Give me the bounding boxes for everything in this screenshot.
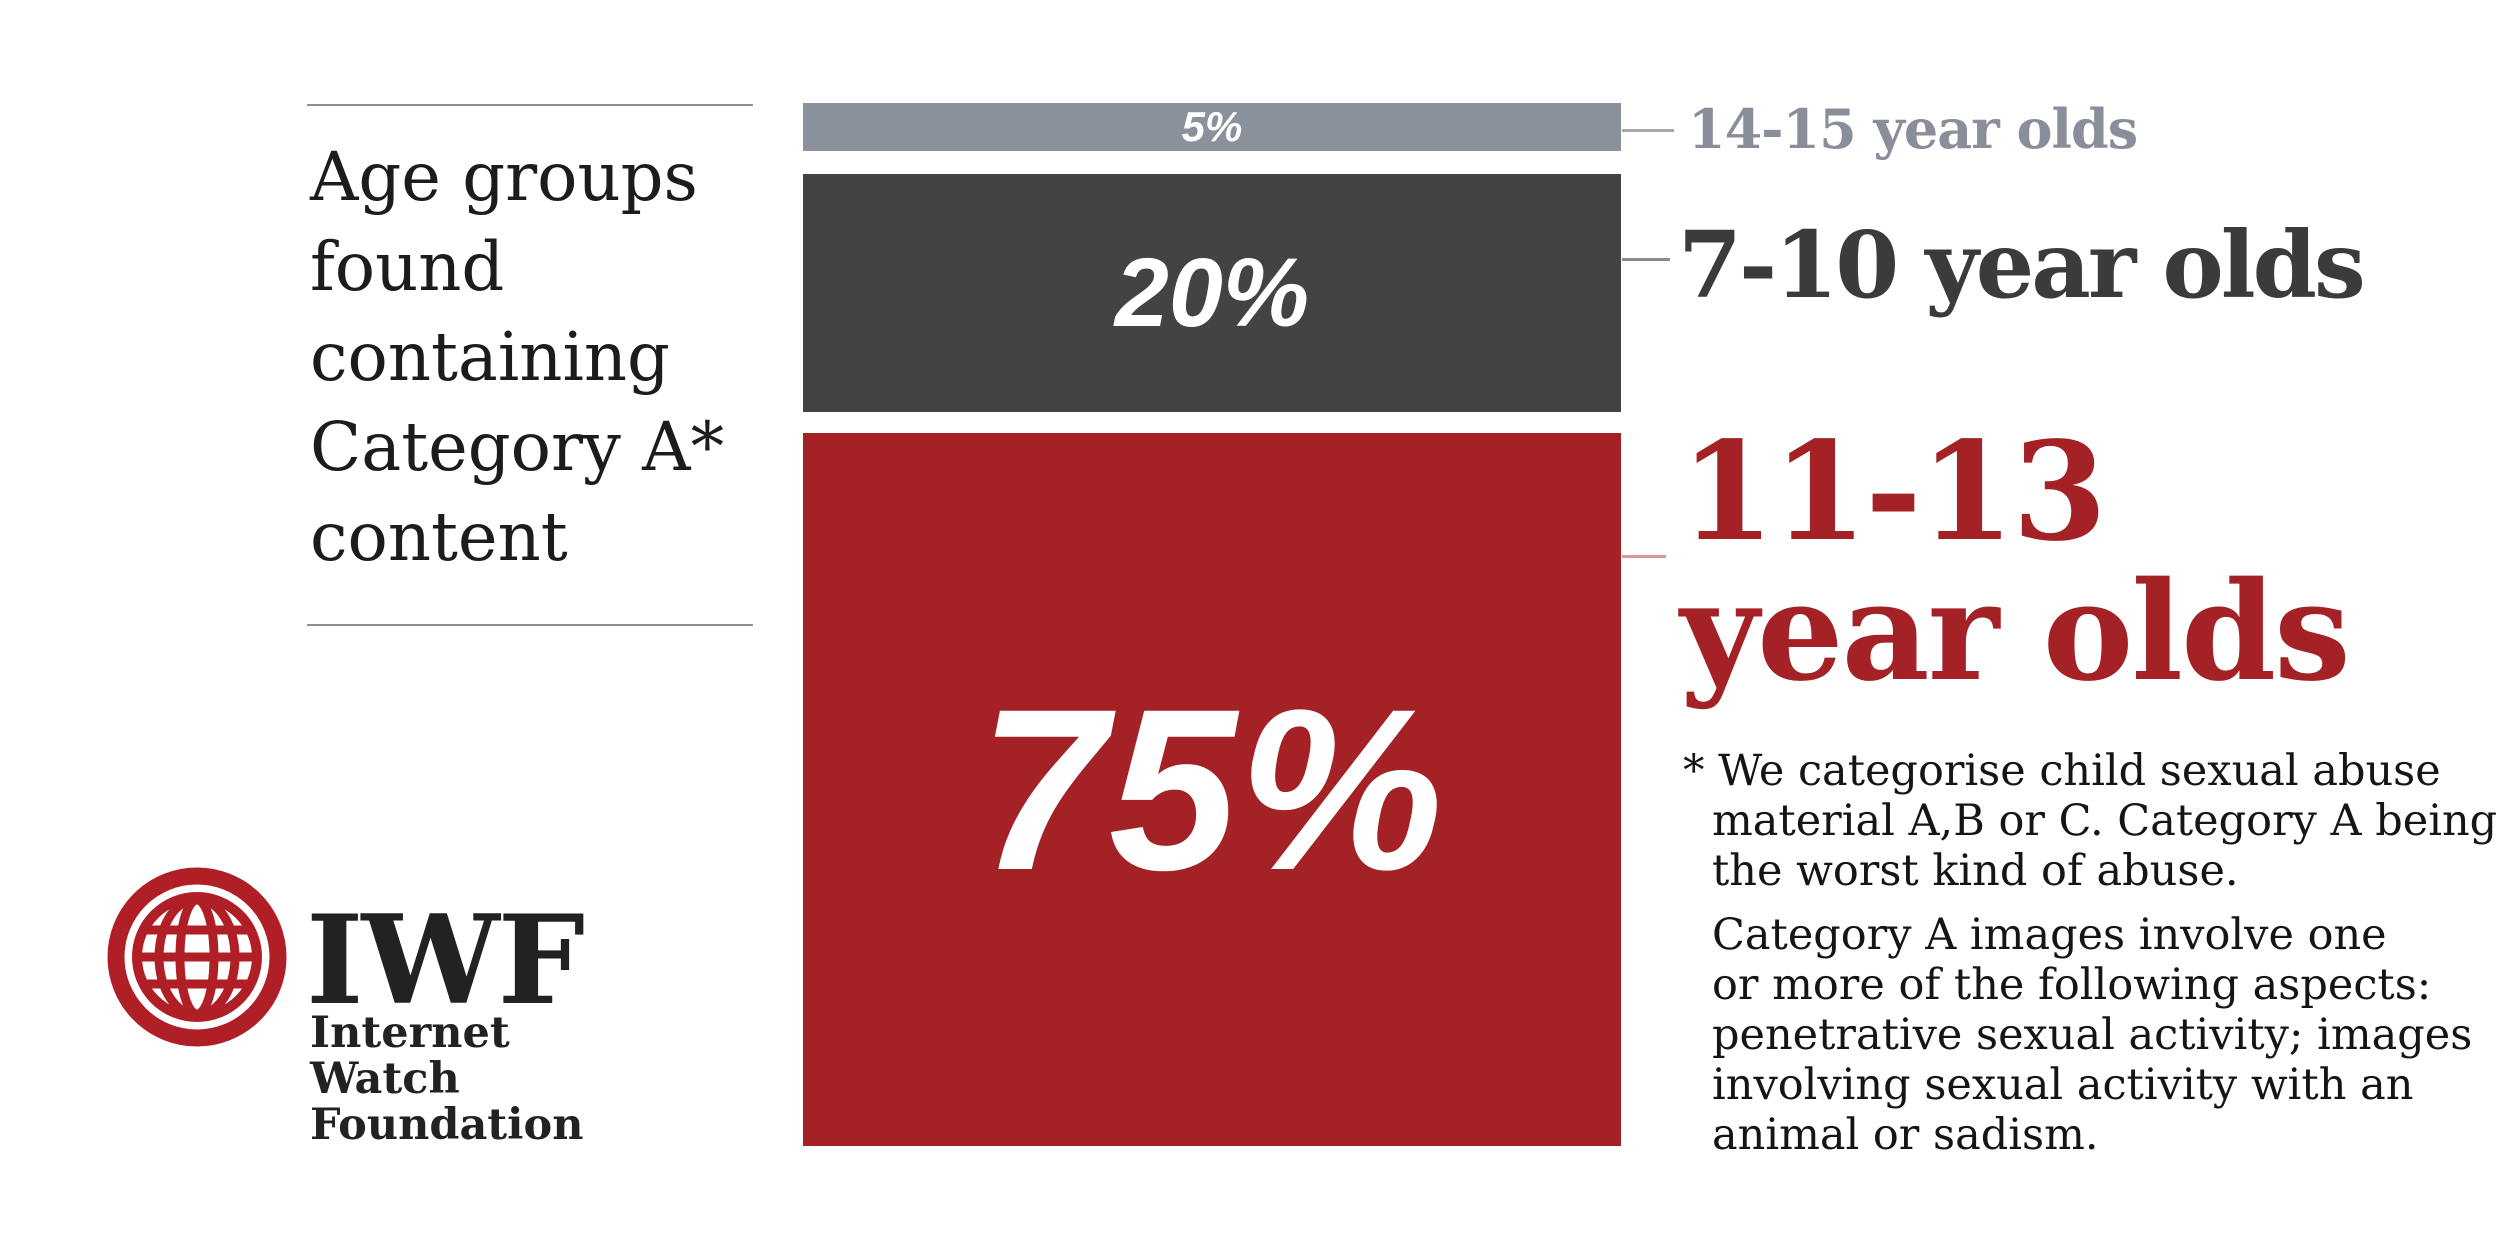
segment-label-line: year olds — [1680, 552, 2351, 712]
chart-title-line: content — [310, 498, 568, 576]
title-divider-top — [307, 104, 753, 106]
bar-value-label: 5% — [1181, 103, 1243, 150]
globe-icon — [107, 867, 287, 1047]
iwf-subtext: Internet Watch Foundation — [310, 1010, 583, 1148]
footnote-line: penetrative sexual activity; images — [1712, 1010, 2473, 1060]
chart-title-line: containing — [310, 318, 670, 396]
iwf-subtext-line: Foundation — [310, 1100, 584, 1150]
chart-title-line: found — [310, 228, 505, 306]
footnote-paragraph-2: Category A images involve one or more of… — [1712, 910, 2472, 1160]
bar-segment-7-10-year-olds: 20% — [803, 174, 1621, 412]
iwf-subtext-line: Internet — [310, 1008, 510, 1058]
footnote-paragraph-1: * We categorise child sexual abuse mater… — [1683, 746, 2497, 896]
footnote-line: or more of the following aspects: — [1712, 960, 2432, 1010]
bar-segment-11-13-year-olds: 75% — [803, 433, 1621, 1146]
title-divider-bottom — [307, 624, 753, 626]
bar-segment-14-15-year-olds: 5% — [803, 103, 1621, 151]
tick-line-14-15 — [1622, 129, 1674, 132]
iwf-subtext-line: Watch — [310, 1054, 460, 1104]
footnote-line: involving sexual activity with an — [1712, 1060, 2414, 1110]
segment-label-line: 11-13 — [1680, 412, 2107, 572]
bar-value-label: 75% — [978, 661, 1446, 918]
footnote-line: animal or sadism. — [1712, 1110, 2099, 1160]
segment-label-11-13: 11-13 year olds — [1680, 412, 2351, 712]
segment-label-14-15: 14-15 year olds — [1688, 97, 2138, 161]
chart-title-line: Category A* — [310, 408, 725, 486]
footnote-line: * We categorise child sexual abuse — [1683, 746, 2441, 796]
footnote-line: Category A images involve one — [1712, 910, 2387, 960]
tick-line-7-10 — [1622, 258, 1670, 261]
segment-label-7-10: 7-10 year olds — [1678, 211, 2366, 319]
iwf-wordmark: IWF — [306, 889, 585, 1033]
footnote-line: material A,B or C. Category A being — [1712, 796, 2498, 846]
tick-line-11-13 — [1622, 555, 1666, 558]
chart-title: Age groups found containing Category A* … — [310, 132, 724, 582]
footnote-line: the worst kind of abuse. — [1712, 846, 2239, 896]
chart-title-line: Age groups — [310, 138, 698, 216]
bar-value-label: 20% — [1114, 238, 1310, 347]
